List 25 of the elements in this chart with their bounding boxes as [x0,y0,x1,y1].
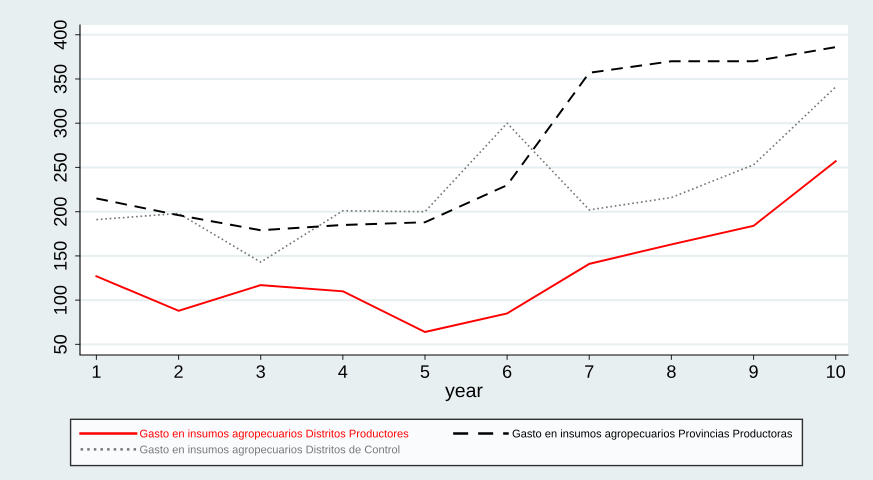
x-tick-label: 5 [420,365,430,378]
y-tick-label: 150 [54,242,67,270]
y-tick-label: 350 [54,64,67,94]
x-axis-title: year [445,386,483,402]
y-tick-label: 400 [54,20,67,50]
y-tick-label: 50 [54,335,67,354]
text: Gasto en insumos agropecuarios Distritos Productores [140,429,408,440]
x-tick-label: 10 [827,365,846,378]
x-tick-label: 8 [667,365,676,378]
y-tick-label: 200 [54,197,67,226]
x-tick-label: 7 [585,365,594,378]
line-series [95,160,837,333]
line-series [96,86,837,263]
x-tick-label: 4 [338,365,348,378]
x-tick-label: 1 [92,365,101,378]
y-tick-label: 100 [54,286,67,314]
text: Gasto en insumos agropecuarios Distritos de Control [140,445,400,456]
y-tick-label: 250 [54,153,67,182]
x-tick-label: 2 [174,365,183,378]
x-tick-label: 9 [749,365,758,378]
y-tick-label: 300 [54,108,67,138]
line-series [95,46,837,232]
x-tick-label: 3 [256,365,265,378]
text: Gasto en insumos agropecuarios Provincias Productoras [512,429,792,440]
x-tick-label: 6 [503,365,512,378]
